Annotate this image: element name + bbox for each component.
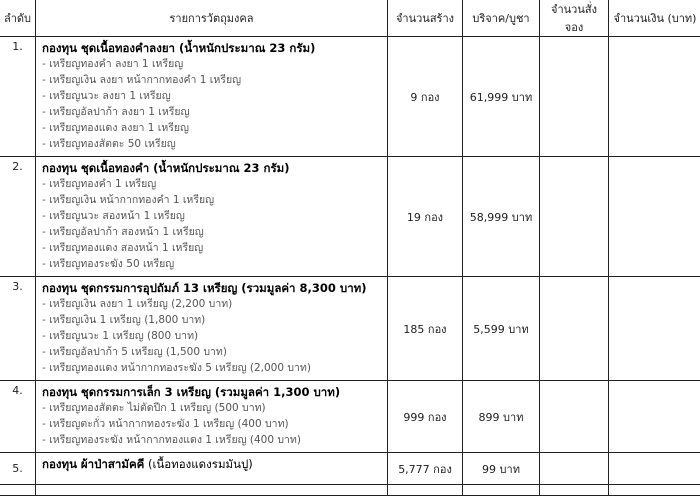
reserve-cell[interactable] <box>540 37 609 157</box>
item-description: กองทุน ชุดกรรมการเล็ก 3 เหรียญ (รวมมูลค่… <box>36 381 388 453</box>
item-title: กองทุน ชุดกรรมการอุปถัมภ์ 13 เหรียญ (รวม… <box>42 280 383 296</box>
item-line: - เหรียญอัลปาก้า ลงยา 1 เหรียญ <box>42 104 383 120</box>
reserve-cell[interactable] <box>540 157 609 277</box>
item-title-text: กองทุน ชุดเนื้อทองคำลงยา (น้ำหนักประมาณ … <box>42 41 315 55</box>
table-row: 5. กองทุน ผ้าป่าสามัคคี (เนื้อทองแดงรมมั… <box>0 453 700 485</box>
item-title-text: กองทุน ผ้าป่าสามัคคี <box>42 457 144 471</box>
empty-cell <box>36 485 388 496</box>
reserve-cell[interactable] <box>540 277 609 381</box>
table-row: 2. กองทุน ชุดเนื้อทองคำ (น้ำหนักประมาณ 2… <box>0 157 700 277</box>
item-title-note: (เนื้อทองแดงรมมันปู) <box>144 457 252 471</box>
item-description: กองทุน ชุดเนื้อทองคำลงยา (น้ำหนักประมาณ … <box>36 37 388 157</box>
item-title-text: กองทุน ชุดกรรมการเล็ก 3 เหรียญ (รวมมูลค่… <box>42 385 340 399</box>
item-line: - เหรียญทองสัตตะ 50 เหรียญ <box>42 136 383 152</box>
item-title: กองทุน ผ้าป่าสามัคคี (เนื้อทองแดงรมมันปู… <box>42 456 383 472</box>
header-item: รายการวัตถุมงคล <box>36 0 388 37</box>
quantity-cell: 5,777 กอง <box>388 453 463 485</box>
header-amount: จำนวนเงิน (บาท) <box>609 0 700 37</box>
item-description: กองทุน ผ้าป่าสามัคคี (เนื้อทองแดงรมมันปู… <box>36 453 388 485</box>
item-description: กองทุน ชุดเนื้อทองคำ (น้ำหนักประมาณ 23 ก… <box>36 157 388 277</box>
quantity-cell: 9 กอง <box>388 37 463 157</box>
reserve-cell[interactable] <box>540 453 609 485</box>
reserve-cell[interactable] <box>540 381 609 453</box>
item-line: - เหรียญนวะ สองหน้า 1 เหรียญ <box>42 208 383 224</box>
quantity-cell: 999 กอง <box>388 381 463 453</box>
table-row <box>0 485 700 496</box>
price-cell: 61,999 บาท <box>463 37 540 157</box>
header-row: ลำดับ รายการวัตถุมงคล จำนวนสร้าง บริจาค/… <box>0 0 700 37</box>
item-line: - เหรียญเงิน ลงยา 1 เหรียญ (2,200 บาท) <box>42 296 383 312</box>
header-reserve: จำนวนสั่งจอง <box>540 0 609 37</box>
amount-cell[interactable] <box>609 157 700 277</box>
price-cell: 99 บาท <box>463 453 540 485</box>
item-line: - เหรียญทองสัตตะ ไม่ตัดปีก 1 เหรียญ (500… <box>42 400 383 416</box>
amount-cell[interactable] <box>609 453 700 485</box>
row-number: 4. <box>0 381 36 453</box>
empty-cell <box>540 485 609 496</box>
item-line: - เหรียญเงิน 1 เหรียญ (1,800 บาท) <box>42 312 383 328</box>
price-cell: 58,999 บาท <box>463 157 540 277</box>
empty-cell <box>609 485 700 496</box>
quantity-cell: 185 กอง <box>388 277 463 381</box>
item-description: กองทุน ชุดกรรมการอุปถัมภ์ 13 เหรียญ (รวม… <box>36 277 388 381</box>
item-line: - เหรียญนวะ 1 เหรียญ (800 บาท) <box>42 328 383 344</box>
item-line: - เหรียญเงิน หน้ากากทองคำ 1 เหรียญ <box>42 192 383 208</box>
item-line: - เหรียญทองแดง หน้ากากทองระฆัง 5 เหรียญ … <box>42 360 383 376</box>
amount-cell[interactable] <box>609 381 700 453</box>
price-cell: 899 บาท <box>463 381 540 453</box>
item-line: - เหรียญอัลปาก้า 5 เหรียญ (1,500 บาท) <box>42 344 383 360</box>
item-title-text: กองทุน ชุดกรรมการอุปถัมภ์ 13 เหรียญ (รวม… <box>42 281 367 295</box>
header-no: ลำดับ <box>0 0 36 37</box>
header-quantity: จำนวนสร้าง <box>388 0 463 37</box>
item-title: กองทุน ชุดกรรมการเล็ก 3 เหรียญ (รวมมูลค่… <box>42 384 383 400</box>
quantity-cell: 19 กอง <box>388 157 463 277</box>
table-row: 1. กองทุน ชุดเนื้อทองคำลงยา (น้ำหนักประม… <box>0 37 700 157</box>
row-number: 5. <box>0 453 36 485</box>
item-title-text: กองทุน ชุดเนื้อทองคำ (น้ำหนักประมาณ 23 ก… <box>42 161 290 175</box>
amount-cell[interactable] <box>609 277 700 381</box>
row-number: 3. <box>0 277 36 381</box>
item-line: - เหรียญทองคำ 1 เหรียญ <box>42 176 383 192</box>
item-line: - เหรียญทองระฆัง 50 เหรียญ <box>42 256 383 272</box>
item-title: กองทุน ชุดเนื้อทองคำ (น้ำหนักประมาณ 23 ก… <box>42 160 383 176</box>
item-line: - เหรียญอัลปาก้า สองหน้า 1 เหรียญ <box>42 224 383 240</box>
item-title: กองทุน ชุดเนื้อทองคำลงยา (น้ำหนักประมาณ … <box>42 40 383 56</box>
header-price: บริจาค/บูชา <box>463 0 540 37</box>
item-line: - เหรียญทองระฆัง หน้ากากทองแดง 1 เหรียญ … <box>42 432 383 448</box>
item-line: - เหรียญเงิน ลงยา หน้ากากทองคำ 1 เหรียญ <box>42 72 383 88</box>
empty-cell <box>0 485 36 496</box>
amount-cell[interactable] <box>609 37 700 157</box>
table-row: 3. กองทุน ชุดกรรมการอุปถัมภ์ 13 เหรียญ (… <box>0 277 700 381</box>
empty-cell <box>463 485 540 496</box>
table-row: 4. กองทุน ชุดกรรมการเล็ก 3 เหรียญ (รวมมู… <box>0 381 700 453</box>
item-line: - เหรียญนวะ ลงยา 1 เหรียญ <box>42 88 383 104</box>
price-cell: 5,599 บาท <box>463 277 540 381</box>
item-line: - เหรียญทองแดง สองหน้า 1 เหรียญ <box>42 240 383 256</box>
row-number: 2. <box>0 157 36 277</box>
empty-cell <box>388 485 463 496</box>
item-line: - เหรียญทองคำ ลงยา 1 เหรียญ <box>42 56 383 72</box>
item-line: - เหรียญทองแดง ลงยา 1 เหรียญ <box>42 120 383 136</box>
item-line: - เหรียญตะกั่ว หน้ากากทองระฆัง 1 เหรียญ … <box>42 416 383 432</box>
row-number: 1. <box>0 37 36 157</box>
